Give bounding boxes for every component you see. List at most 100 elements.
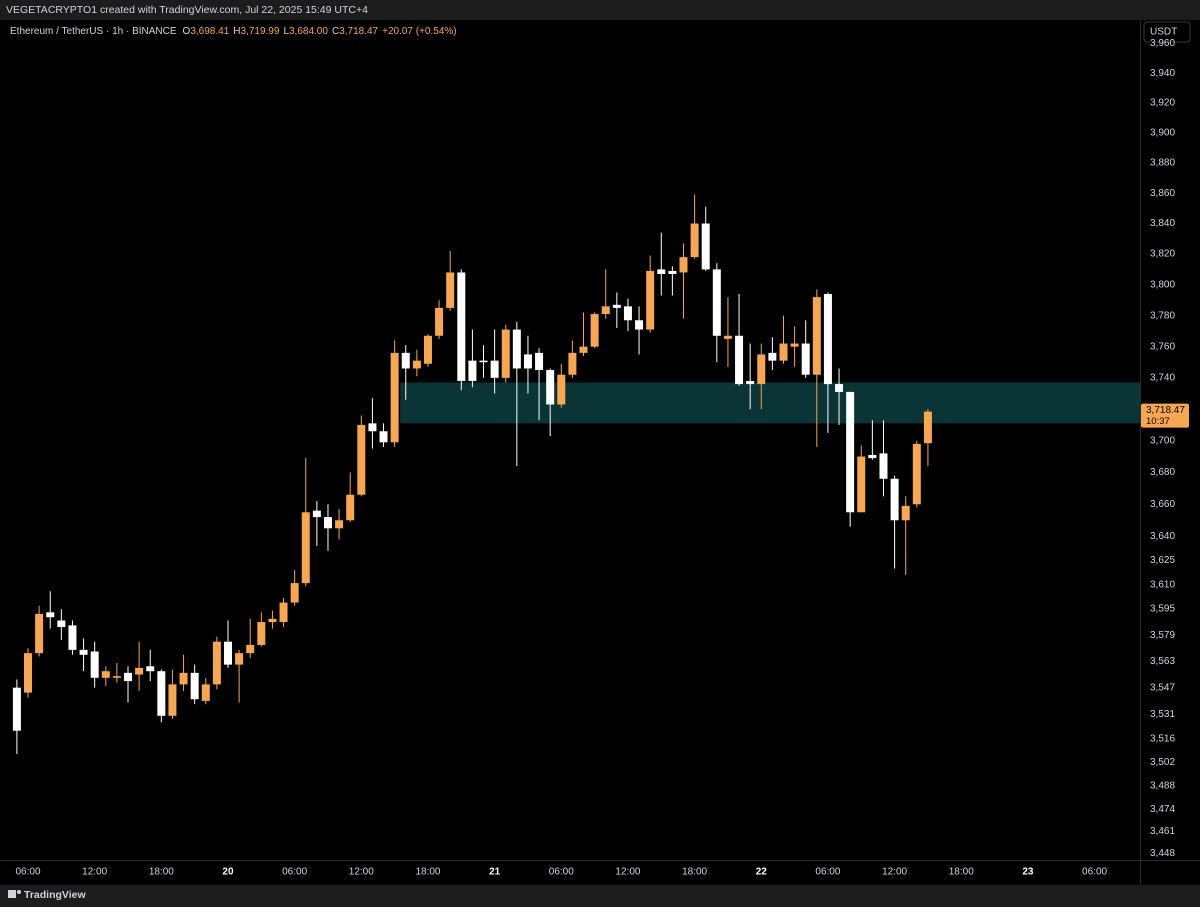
candle-body — [179, 672, 188, 685]
y-tick-label: 3,840 — [1150, 218, 1175, 229]
candle-body — [801, 343, 810, 375]
brand: TradingView — [8, 889, 86, 901]
candle-body — [57, 620, 66, 627]
candle-body — [512, 329, 521, 369]
y-tick-label: 3,880 — [1150, 158, 1175, 169]
candle-body — [323, 517, 332, 529]
brand-name: TradingView — [24, 889, 86, 901]
y-tick-label: 3,860 — [1150, 188, 1175, 199]
candle-body — [457, 272, 466, 381]
candle-body — [190, 672, 199, 700]
candle-body — [90, 651, 99, 678]
ohlc-value: 3,718.47 — [339, 26, 378, 37]
x-tick-label: 06:00 — [15, 867, 40, 878]
candle-body — [346, 494, 355, 521]
candle-body — [201, 684, 210, 701]
y-tick-label: 3,516 — [1150, 734, 1175, 745]
candle-body — [923, 411, 932, 444]
candle-body — [901, 505, 910, 521]
ohlc-key: H — [233, 26, 240, 37]
y-tick-label: 3,531 — [1150, 709, 1175, 720]
currency-button[interactable] — [1143, 21, 1191, 43]
candle-body — [68, 625, 77, 650]
candle-body — [846, 391, 855, 513]
candle-body — [379, 431, 388, 443]
y-tick-label: 3,800 — [1150, 279, 1175, 290]
candle-body — [668, 270, 677, 274]
candle-body — [423, 335, 432, 364]
y-tick-label: 3,595 — [1150, 604, 1175, 615]
candle-body — [146, 666, 155, 672]
y-tick-label: 3,660 — [1150, 499, 1175, 510]
candle-body — [857, 456, 866, 513]
y-tick-label: 3,448 — [1150, 848, 1175, 859]
candle-body — [723, 335, 732, 339]
candle-body — [12, 687, 21, 731]
candle-body — [446, 272, 455, 308]
candle-body — [46, 612, 55, 618]
candle-body — [468, 360, 477, 381]
candle-body — [546, 370, 555, 405]
x-tick-label: 06:00 — [815, 867, 840, 878]
candle-body — [112, 676, 121, 678]
chart-area — [0, 20, 1200, 885]
candle-body — [823, 294, 832, 385]
candle-body — [779, 343, 788, 361]
y-tick-label: 3,640 — [1150, 531, 1175, 542]
candle-body — [401, 352, 410, 369]
attribution: VEGETACRYPTO1 created with TradingView.c… — [6, 4, 368, 16]
candle-body — [579, 346, 588, 353]
candle-body — [501, 329, 510, 378]
change: +20.07 (+0.54%) — [382, 26, 457, 37]
candle-body — [24, 653, 33, 693]
y-tick-label: 3,780 — [1150, 310, 1175, 321]
candle-body — [479, 360, 488, 363]
y-tick-label: 3,579 — [1150, 630, 1175, 641]
currency-label[interactable]: USDT — [1150, 27, 1177, 38]
candle-body — [124, 672, 132, 682]
candle-body — [212, 641, 221, 685]
y-tick-label: 3,474 — [1150, 804, 1175, 815]
countdown: 10:37 — [1146, 416, 1170, 427]
ohlc-value: 3,698.41 — [190, 26, 229, 37]
zone — [400, 382, 1140, 424]
candle-body — [535, 352, 544, 371]
y-tick-label: 3,920 — [1150, 98, 1175, 109]
plot — [12, 194, 1140, 754]
x-tick-label: 12:00 — [349, 867, 374, 878]
x-tick-label: 18:00 — [949, 867, 974, 878]
candle-body — [568, 352, 577, 375]
candle-body — [868, 454, 877, 459]
candle-body — [79, 649, 88, 655]
y-tick-label: 3,610 — [1150, 579, 1175, 590]
candle-body — [279, 602, 288, 623]
x-tick-label: 18:00 — [149, 867, 174, 878]
candle-body — [835, 384, 844, 392]
candle-body — [757, 354, 766, 385]
y-tick-label: 3,820 — [1150, 249, 1175, 260]
candle-body — [646, 270, 655, 330]
candle-body — [101, 671, 110, 678]
x-tick-label: 20 — [222, 867, 234, 878]
y-tick-label: 3,547 — [1150, 682, 1175, 693]
candle-body — [735, 335, 744, 385]
candle-body — [257, 622, 266, 645]
last-price: 3,718.47 — [1146, 405, 1185, 416]
candle-body — [301, 512, 310, 584]
y-tick-label: 3,461 — [1150, 826, 1175, 837]
x-tick-label: 21 — [489, 867, 501, 878]
candle-body — [679, 257, 688, 273]
candle-body — [768, 352, 777, 361]
candle-body — [912, 443, 921, 505]
candle-body — [368, 423, 377, 432]
x-tick-label: 22 — [756, 867, 768, 878]
candle-body — [390, 352, 399, 443]
candle-body — [157, 671, 166, 716]
candle-body — [890, 478, 899, 521]
candle-body — [601, 306, 610, 315]
y-tick-label: 3,563 — [1150, 656, 1175, 667]
candle-body — [490, 360, 499, 378]
candle-body — [312, 510, 321, 518]
